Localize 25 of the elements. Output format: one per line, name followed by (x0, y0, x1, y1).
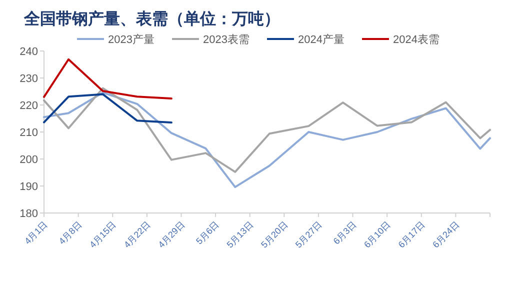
y-tick-label: 190 (20, 181, 38, 193)
y-tick-label: 210 (20, 127, 38, 139)
x-tick-label: 5月27日 (293, 219, 324, 250)
legend-label: 2024表需 (393, 33, 440, 46)
chart-title: 全国带钢产量、表需（单位：万吨） (23, 10, 280, 28)
y-tick-label: 200 (20, 154, 38, 166)
legend-label: 2024产量 (298, 33, 344, 46)
x-tick-label: 4月1日 (22, 219, 50, 246)
y-tick-label: 180 (20, 208, 38, 220)
x-tick-label: 4月8日 (56, 219, 84, 246)
y-tick-label: 220 (20, 100, 38, 112)
y-tick-label: 230 (20, 73, 38, 85)
x-tick-label: 5月6日 (194, 219, 221, 246)
legend-label: 2023产量 (108, 33, 154, 46)
x-tick-label: 4月15日 (88, 219, 118, 250)
x-tick-label: 4月29日 (156, 219, 187, 250)
x-tick-label: 6月17日 (396, 219, 427, 250)
x-tick-label: 6月24日 (430, 219, 462, 250)
x-tick-label: 5月20日 (259, 219, 290, 250)
x-tick-label: 6月3日 (331, 219, 358, 246)
x-tick-label: 4月22日 (122, 219, 152, 250)
legend-label: 2023表需 (203, 33, 250, 46)
x-tick-label: 6月10日 (362, 219, 392, 250)
x-tick-label: 5月13日 (224, 219, 256, 250)
y-tick-label: 240 (20, 46, 38, 58)
